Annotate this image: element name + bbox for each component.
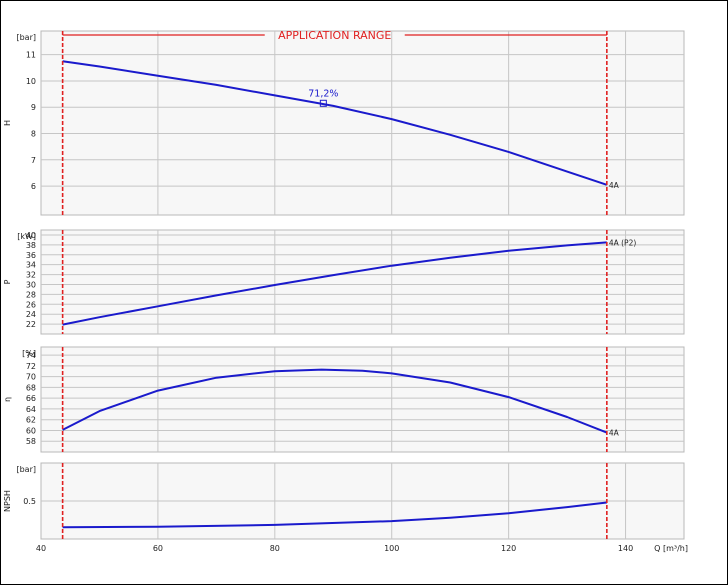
ytick-label-power: 28	[26, 290, 36, 299]
ytick-label-npsh: 0.5	[23, 497, 36, 506]
axis-title-npsh: NPSH	[3, 490, 12, 512]
ytick-label-efficiency: 72	[26, 362, 36, 371]
xtick-label: 140	[618, 544, 633, 553]
unit-label-efficiency: [%]	[22, 349, 36, 358]
ytick-label-power: 32	[26, 271, 36, 280]
x-axis-title: Q [m³/h]	[654, 544, 688, 553]
curve-power	[62, 241, 607, 326]
xtick-label: 120	[501, 544, 516, 553]
plot-area-efficiency	[40, 346, 685, 453]
axis-title-head: H	[3, 120, 12, 126]
ytick-label-efficiency: 58	[26, 437, 36, 446]
labels: 67891011[bar]H4A71,2%2224262830323436384…	[3, 29, 688, 553]
ytick-label-efficiency: 74	[26, 351, 36, 360]
ytick-label-power: 24	[26, 310, 36, 319]
ytick-label-power: 36	[26, 251, 36, 260]
curve-head	[62, 60, 608, 186]
ytick-label-efficiency: 62	[26, 416, 36, 425]
xtick-label: 40	[36, 544, 46, 553]
curve-efficiency	[62, 368, 608, 434]
end-label-head: 4A	[609, 181, 620, 190]
unit-label-power: [kW]	[17, 232, 36, 241]
grid-lines	[41, 31, 684, 539]
bep-label-head: 71,2%	[308, 88, 338, 99]
ytick-label-head: 9	[31, 103, 36, 112]
ytick-label-power: 40	[26, 231, 36, 240]
ytick-label-power: 30	[26, 280, 36, 289]
ytick-label-power: 26	[26, 300, 36, 309]
ytick-label-efficiency: 64	[26, 405, 36, 414]
bep-marker-head	[319, 99, 327, 107]
xtick-label: 60	[153, 544, 163, 553]
ytick-label-efficiency: 66	[26, 394, 36, 403]
ytick-label-head: 11	[26, 51, 36, 60]
ytick-label-efficiency: 70	[26, 373, 36, 382]
end-label-efficiency: 4A	[609, 429, 620, 438]
axis-title-efficiency: η	[3, 397, 12, 402]
ytick-label-head: 6	[31, 182, 36, 191]
ytick-label-head: 7	[31, 156, 36, 165]
ytick-label-efficiency: 60	[26, 426, 36, 435]
plot-area-power	[40, 229, 685, 335]
application-range-lines	[61, 31, 608, 539]
application-range-label: APPLICATION RANGE	[278, 29, 391, 42]
ytick-label-power: 38	[26, 241, 36, 250]
axis-title-power: P	[3, 279, 12, 284]
ytick-label-power: 22	[26, 320, 36, 329]
curves	[62, 60, 608, 529]
plot-area-head	[40, 30, 685, 216]
ytick-label-power: 34	[26, 261, 36, 270]
unit-label-npsh: [bar]	[16, 465, 36, 474]
curve-npsh	[62, 501, 607, 529]
unit-label-head: [bar]	[16, 33, 36, 42]
end-label-power: 4A (P2)	[609, 238, 637, 247]
ytick-label-head: 10	[26, 77, 36, 86]
ytick-label-efficiency: 68	[26, 383, 36, 392]
xtick-label: 100	[384, 544, 399, 553]
xtick-label: 80	[270, 544, 280, 553]
ytick-label-head: 8	[31, 130, 36, 139]
